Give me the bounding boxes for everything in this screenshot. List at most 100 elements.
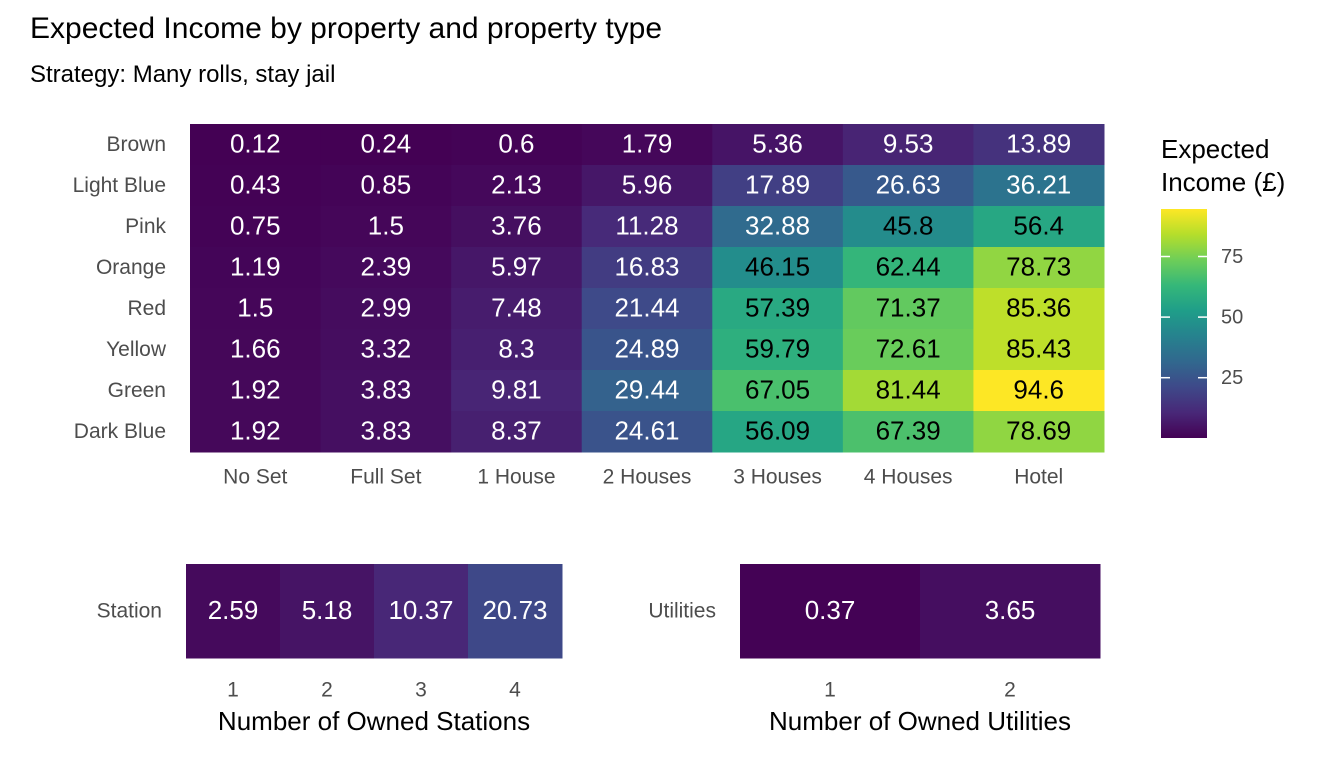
cell-value-label: 57.39 (745, 292, 810, 322)
station-heatmap: 2.59 5.18 10.37 20.73 Station 1 2 3 4 Number of O… (97, 564, 563, 736)
heat-cell (581, 329, 713, 371)
heat-cell (451, 124, 583, 166)
cell-value-label: 3.83 (361, 415, 412, 445)
x-axis-title: Number of Owned Utilities (769, 706, 1071, 736)
cell-value-label: 29.44 (614, 374, 679, 404)
cell-value-label: 5.18 (302, 595, 353, 625)
heat-cell (581, 165, 713, 207)
cell-value-label: 0.24 (361, 128, 412, 158)
heat-cell (973, 329, 1105, 371)
cell-value-label: 0.12 (230, 128, 281, 158)
cell-value-label: 36.21 (1006, 169, 1071, 199)
cell-value-label: 1.92 (230, 415, 281, 445)
heat-cell (842, 329, 974, 371)
cell-value-label: 1.5 (237, 292, 273, 322)
heat-cell (973, 124, 1105, 166)
x-tick-label: 2 Houses (603, 466, 692, 489)
cell-value-label: 32.88 (745, 210, 810, 240)
cell-value-label: 16.83 (614, 251, 679, 281)
cell-value-label: 1.19 (230, 251, 281, 281)
heat-cell (320, 411, 452, 453)
y-tick-label: Station (97, 600, 162, 623)
cell-value-label: 21.44 (614, 292, 679, 322)
cell-value-label: 2.59 (208, 595, 259, 625)
y-tick-label: Dark Blue (74, 420, 166, 443)
heat-cell (280, 564, 375, 659)
cell-value-label: 0.75 (230, 210, 281, 240)
x-axis-title: Number of Owned Stations (218, 706, 530, 736)
heat-cell (973, 411, 1105, 453)
cell-value-label: 3.83 (361, 374, 412, 404)
heat-cell (842, 247, 974, 289)
cell-value-label: 24.89 (614, 333, 679, 363)
cell-value-label: 85.36 (1006, 292, 1071, 322)
x-tick-label: Full Set (350, 466, 421, 489)
heat-cell (581, 288, 713, 330)
heat-cell (712, 247, 844, 289)
cell-value-label: 62.44 (876, 251, 941, 281)
cell-value-label: 17.89 (745, 169, 810, 199)
y-tick-label: Light Blue (73, 174, 166, 197)
cell-value-label: 13.89 (1006, 128, 1071, 158)
cell-value-label: 24.61 (614, 415, 679, 445)
heat-cell (451, 288, 583, 330)
y-tick-label: Utilities (648, 600, 716, 623)
chart-title: Expected Income by property and property… (30, 12, 663, 45)
heat-cell (186, 564, 281, 659)
cell-value-label: 3.65 (985, 595, 1036, 625)
cell-value-label: 8.37 (491, 415, 542, 445)
heat-cell (320, 370, 452, 412)
heat-cell (842, 165, 974, 207)
heat-cell (451, 247, 583, 289)
cell-value-label: 1.66 (230, 333, 281, 363)
cell-value-label: 9.81 (491, 374, 542, 404)
heat-cell (581, 247, 713, 289)
heat-cell (320, 165, 452, 207)
cell-value-label: 0.43 (230, 169, 281, 199)
cell-value-label: 72.61 (876, 333, 941, 363)
heat-cell (320, 124, 452, 166)
x-tick-label: 3 Houses (733, 466, 822, 489)
cell-value-label: 2.39 (361, 251, 412, 281)
legend-tick-label: 50 (1221, 306, 1243, 328)
heat-cell (581, 370, 713, 412)
cell-value-label: 0.6 (498, 128, 534, 158)
x-tick-label: Hotel (1014, 466, 1063, 489)
heat-cell (842, 288, 974, 330)
heat-cell (451, 165, 583, 207)
cell-value-label: 1.92 (230, 374, 281, 404)
cell-value-label: 1.5 (368, 210, 404, 240)
chart-subtitle: Strategy: Many rolls, stay jail (30, 61, 336, 88)
heat-cell (842, 124, 974, 166)
cell-value-label: 8.3 (498, 333, 534, 363)
cell-value-label: 56.09 (745, 415, 810, 445)
heat-cell (920, 564, 1101, 659)
cell-value-label: 20.73 (482, 595, 547, 625)
cell-value-label: 7.48 (491, 292, 542, 322)
heat-cell (190, 206, 322, 248)
y-tick-label: Yellow (106, 338, 167, 361)
heat-cell (581, 124, 713, 166)
heat-cell (190, 247, 322, 289)
heat-cell (973, 165, 1105, 207)
cell-value-label: 85.43 (1006, 333, 1071, 363)
cell-value-label: 3.76 (491, 210, 542, 240)
heat-cell (712, 411, 844, 453)
cell-value-label: 59.79 (745, 333, 810, 363)
heat-cell (712, 370, 844, 412)
cell-value-label: 94.6 (1013, 374, 1064, 404)
cell-value-label: 78.73 (1006, 251, 1071, 281)
legend-title-line1: Expected (1161, 134, 1269, 164)
x-tick-label: 2 (1004, 679, 1016, 702)
cell-value-label: 5.97 (491, 251, 542, 281)
x-tick-label: 4 Houses (864, 466, 953, 489)
cell-value-label: 26.63 (876, 169, 941, 199)
heat-cell (190, 411, 322, 453)
cell-value-label: 0.37 (805, 595, 856, 625)
heat-cell (842, 370, 974, 412)
cell-value-label: 1.79 (622, 128, 673, 158)
heat-cell (842, 206, 974, 248)
